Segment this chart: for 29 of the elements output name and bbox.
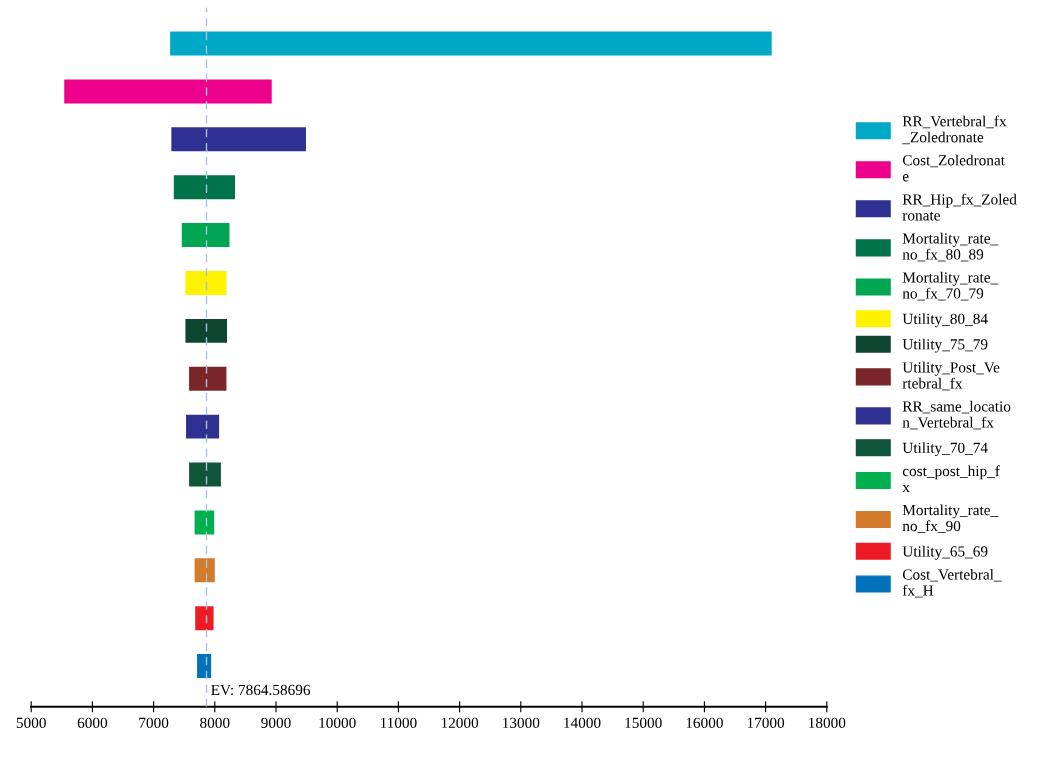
legend-label: Utility_Post_Vertebral_fx <box>902 361 1000 391</box>
legend-label: Utility_70_74 <box>902 442 988 457</box>
x-tick-label: 10000 <box>319 717 356 728</box>
legend-label: Mortality_rate_no_fx_90 <box>902 504 999 534</box>
legend-label: RR_Hip_fx_Zoledronate <box>902 193 1017 221</box>
x-tick-label: 6000 <box>77 717 108 728</box>
legend-label: Mortality_rate_no_fx_80_89 <box>902 232 999 262</box>
x-tick-label: 17000 <box>747 717 785 728</box>
legend-label: RR_Vertebral_fx_Zoledronate <box>902 115 1007 145</box>
legend-label: Cost_Vertebral_fx_H <box>902 568 1002 598</box>
x-tick-label: 7000 <box>139 717 169 728</box>
legend-label: Utility_80_84 <box>902 313 988 328</box>
x-tick-label: 12000 <box>441 717 479 728</box>
x-tick-label: 15000 <box>625 717 662 728</box>
x-tick-label: 16000 <box>686 717 723 728</box>
x-tick-label: 8000 <box>200 717 230 728</box>
x-tick-label: 9000 <box>261 717 291 728</box>
legend-label: cost_post_hip_fx <box>902 465 1000 492</box>
legend-label: Cost_Zoledronate <box>902 154 1005 182</box>
legend-label: RR_same_location_Vertebral_fx <box>902 400 1011 430</box>
legend-label: Utility_75_79 <box>902 338 988 353</box>
x-tick-label: 5000 <box>16 717 46 728</box>
x-tick-label: 14000 <box>564 717 601 728</box>
ref-line-label: EV: 7864.58696 <box>211 684 311 696</box>
x-tick-label: 13000 <box>503 717 540 728</box>
x-tick-label: 11000 <box>380 717 417 728</box>
legend-label: Utility_65_69 <box>902 545 988 560</box>
x-tick-label: 18000 <box>809 717 846 728</box>
legend-label: Mortality_rate_no_fx_70_79 <box>902 271 999 301</box>
